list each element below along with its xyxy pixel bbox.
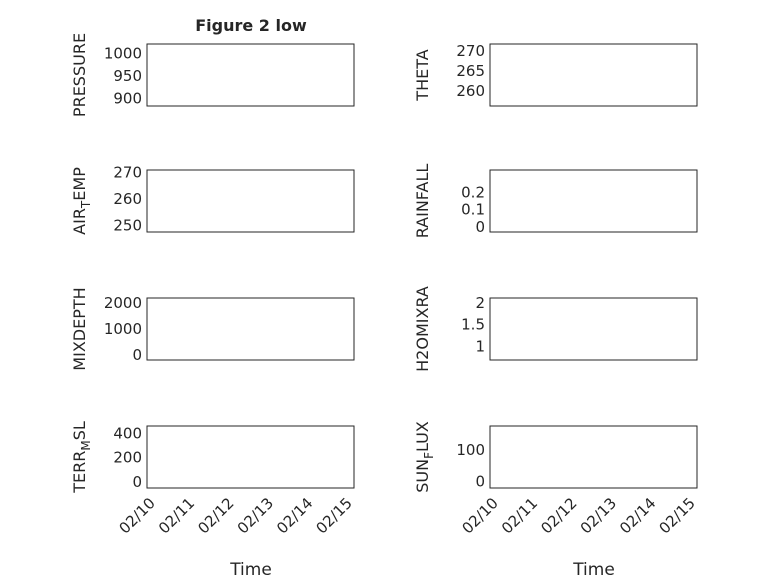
y-axis-label: SUNFLUX (413, 421, 436, 493)
y-axis-label: PRESSURE (70, 33, 89, 117)
panel-terr_msl: 0 200 400 TERRMSL 02/1002/1102/1202/1302/140… (70, 421, 356, 537)
axes-box (489, 297, 698, 361)
y-tick-label: 100 (456, 441, 485, 459)
panel-air_temp: 250 260 270 AIRTEMP (70, 163, 355, 235)
y-tick-label: 0 (475, 218, 485, 236)
y-tick-label: 2 (475, 294, 485, 312)
x-tick-label: 02/14 (273, 494, 316, 537)
x-tick-label: 02/11 (155, 494, 198, 537)
y-tick-label: 1000 (104, 45, 142, 63)
y-tick-label: 1000 (104, 320, 142, 338)
y-tick-label: 250 (113, 217, 142, 235)
y-tick-label: 900 (113, 90, 142, 108)
y-tick-label: 2000 (104, 294, 142, 312)
x-tick-label: 02/14 (616, 494, 659, 537)
axes-box (489, 43, 698, 107)
y-tick-label: 0 (132, 473, 142, 491)
panel-sun_flux: 0 100 SUNFLUX 02/1002/1102/1202/1302/1402/1… (413, 421, 699, 537)
y-axis-label: MIXDEPTH (70, 287, 89, 370)
y-axis-label: THETA (413, 49, 432, 101)
y-tick-label: 1 (475, 337, 485, 355)
x-tick-label: 02/12 (537, 494, 580, 537)
x-tick-label: 02/10 (459, 494, 502, 537)
x-tick-label: 02/15 (656, 494, 699, 537)
axes-box (146, 425, 355, 489)
panel-mixdepth: 0 1000 2000 MIXDEPTH (70, 287, 355, 371)
y-tick-label: 0 (475, 472, 485, 490)
y-tick-label: 270 (456, 42, 485, 60)
axes-box (146, 297, 355, 361)
y-tick-label: 270 (113, 163, 142, 181)
x-tick-label: 02/10 (116, 494, 159, 537)
panel-pressure: 900 950 1000 PRESSURE (70, 33, 355, 117)
y-tick-label: 260 (456, 82, 485, 100)
y-axis-label: TERRMSL (70, 421, 93, 494)
axes-box (146, 169, 355, 233)
y-tick-label: 0.2 (461, 183, 485, 201)
x-axis-label-right: Time (572, 560, 615, 580)
x-axis-label-left: Time (229, 560, 272, 580)
figure-title: Figure 2 low (195, 16, 307, 35)
x-tick-label: 02/12 (194, 494, 237, 537)
y-axis-label: AIRTEMP (70, 167, 93, 235)
y-tick-label: 0 (132, 346, 142, 364)
x-tick-label: 02/11 (498, 494, 541, 537)
y-axis-label: RAINFALL (413, 164, 432, 239)
x-tick-label: 02/13 (577, 494, 620, 537)
y-axis-label: H2OMIXRA (413, 286, 432, 372)
axes-box (489, 169, 698, 233)
y-tick-label: 265 (456, 62, 485, 80)
axes-box (489, 425, 698, 489)
panel-h2omixra: 1 1.5 2 H2OMIXRA (413, 286, 698, 372)
axes-box (146, 43, 355, 107)
y-tick-label: 950 (113, 67, 142, 85)
panel-rainfall: 00.10.2 RAINFALL (413, 164, 698, 239)
panel-theta: 260 265 270 THETA (413, 42, 698, 107)
y-tick-label: 0.1 (461, 201, 485, 219)
y-tick-label: 260 (113, 190, 142, 208)
y-tick-label: 200 (113, 449, 142, 467)
x-tick-label: 02/15 (313, 494, 356, 537)
y-tick-label: 400 (113, 424, 142, 442)
y-tick-label: 1.5 (461, 316, 485, 334)
x-tick-label: 02/13 (234, 494, 277, 537)
